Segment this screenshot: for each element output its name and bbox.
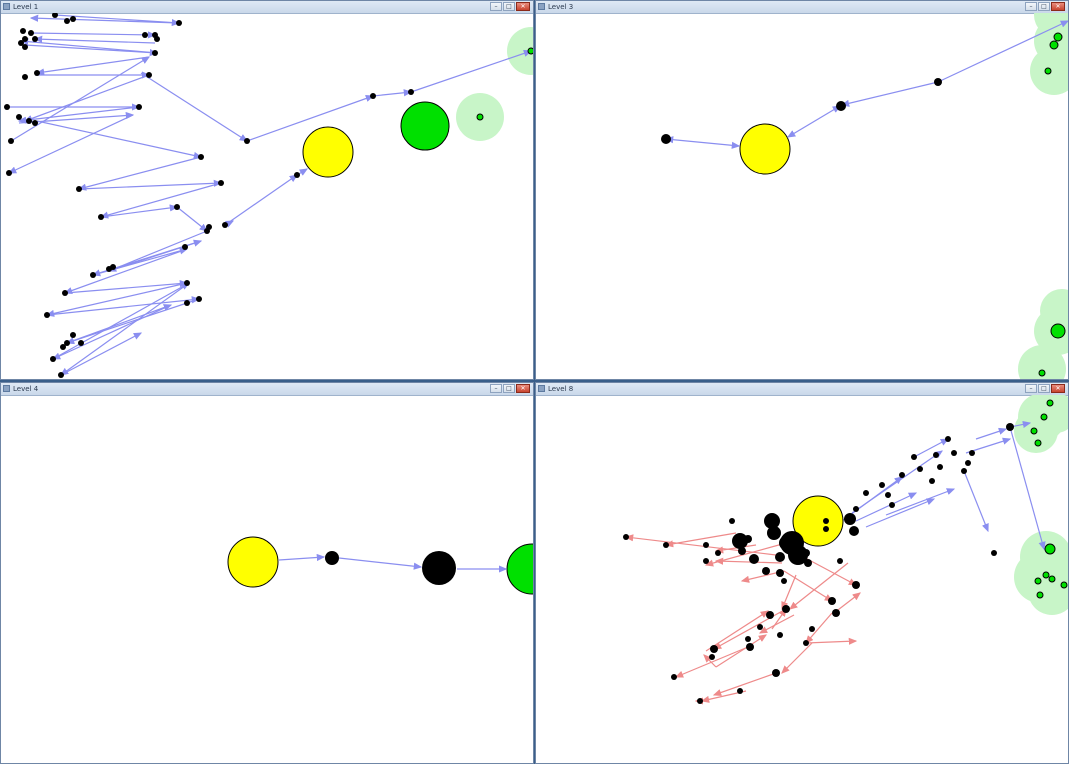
blue-edges [664, 20, 1068, 149]
maximize-button[interactable]: □ [1038, 384, 1050, 393]
green-nodes [1038, 32, 1066, 377]
app-window-icon [538, 385, 545, 392]
graph-svg [227, 536, 533, 595]
green-node [506, 543, 533, 595]
window-title: Level 4 [13, 385, 39, 393]
green-node [476, 113, 484, 121]
window-title: Level 8 [548, 385, 574, 393]
yellow-goal [302, 126, 354, 178]
close-button[interactable]: ✕ [1051, 384, 1065, 393]
maximize-button[interactable]: □ [1038, 2, 1050, 11]
graph-canvas [1, 13, 533, 379]
green-halo [507, 27, 533, 75]
green-nodes [1030, 399, 1068, 599]
green-node [527, 47, 533, 55]
window-level-4: Level 4 – □ ✕ [0, 382, 534, 764]
blue-edges [841, 420, 1046, 551]
minimize-button[interactable]: – [1025, 2, 1037, 11]
red-edges [624, 532, 861, 705]
app-window-icon [3, 3, 10, 10]
window-title: Level 1 [13, 3, 39, 11]
graph-canvas [536, 13, 1068, 379]
window-level-8: Level 8 – □ ✕ [535, 382, 1069, 764]
close-button[interactable]: ✕ [516, 2, 530, 11]
title-bar[interactable]: Level 1 – □ ✕ [1, 1, 533, 14]
maximize-button[interactable]: □ [503, 2, 515, 11]
yellow-goal [739, 123, 791, 175]
app-window-icon [538, 3, 545, 10]
window-level-1: Level 1 – □ ✕ [0, 0, 534, 380]
black-nodes [325, 551, 456, 585]
maximize-button[interactable]: □ [503, 384, 515, 393]
title-bar[interactable]: Level 4 – □ ✕ [1, 383, 533, 396]
black-nodes [623, 423, 1014, 704]
yellow-goal [792, 495, 844, 547]
close-button[interactable]: ✕ [516, 384, 530, 393]
minimize-button[interactable]: – [490, 2, 502, 11]
title-bar[interactable]: Level 3 – □ ✕ [536, 1, 1068, 14]
black-nodes [4, 13, 414, 378]
green-node [400, 101, 450, 151]
close-button[interactable]: ✕ [1051, 2, 1065, 11]
graph-svg [623, 395, 1068, 705]
yellow-goal [227, 536, 279, 588]
graph-svg [4, 13, 533, 378]
blue-edges [278, 553, 508, 573]
black-nodes [661, 78, 942, 144]
graph-svg [661, 13, 1068, 379]
graph-canvas [1, 395, 533, 763]
window-title: Level 3 [548, 3, 574, 11]
title-bar[interactable]: Level 8 – □ ✕ [536, 383, 1068, 396]
app-window-icon [3, 385, 10, 392]
minimize-button[interactable]: – [490, 384, 502, 393]
window-level-3: Level 3 – □ ✕ [535, 0, 1069, 380]
minimize-button[interactable]: – [1025, 384, 1037, 393]
graph-canvas [536, 395, 1068, 763]
blue-edges [7, 14, 533, 376]
